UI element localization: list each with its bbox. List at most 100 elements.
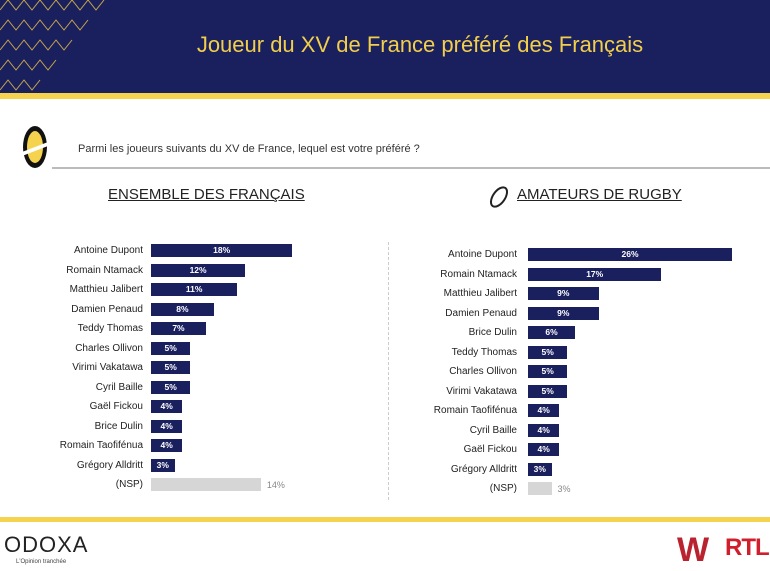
bar-value: 3%	[156, 459, 169, 470]
bar: 18%	[151, 244, 293, 257]
bar: 4%	[151, 400, 183, 413]
bar-row: Virimi Vakatawa 5%	[0, 361, 380, 375]
bar-label: Grégory Alldritt	[76, 459, 143, 471]
bar-row: Romain Taofifénua 4%	[0, 439, 380, 453]
bar-label: Romain Ntamack	[440, 268, 517, 280]
bar-row: Damien Penaud 8%	[0, 302, 380, 317]
divider	[52, 167, 770, 169]
survey-question: Parmi les joueurs suivants du XV de Fran…	[78, 143, 420, 155]
chart-title-left: ENSEMBLE DES FRANÇAIS	[108, 186, 305, 203]
bar-row: Grégory Alldritt 3%	[388, 462, 768, 477]
bar-label: Cyril Baille	[469, 424, 517, 436]
bar: 12%	[151, 263, 246, 277]
bar-row: Gaël Fickou 4%	[388, 443, 768, 457]
bar-value: 9%	[557, 288, 570, 298]
bar: 6%	[528, 326, 576, 339]
bar: 17%	[528, 267, 662, 281]
bar: 5%	[528, 345, 568, 359]
bar-value: 18%	[213, 245, 231, 255]
bar-label: Damien Penaud	[445, 307, 517, 319]
bar-value: 5%	[541, 346, 554, 357]
bar: 4%	[151, 439, 183, 452]
header-accent-bar	[0, 93, 770, 99]
bar-value: 11%	[185, 284, 203, 294]
bar-row: Teddy Thomas 5%	[388, 345, 768, 360]
bar-value: 5%	[164, 342, 177, 353]
bar: 5%	[528, 384, 568, 398]
bar-value: 4%	[537, 424, 550, 435]
bar-label: Charles Ollivon	[449, 366, 517, 377]
bar: 4%	[151, 419, 183, 433]
winamax-logo: W	[677, 531, 710, 569]
bar-value: 6%	[545, 327, 558, 337]
bar-value: 4%	[160, 440, 173, 450]
page-title: Joueur du XV de France préféré des Franç…	[196, 32, 644, 57]
bar-label: Cyril Baille	[95, 381, 143, 393]
bar-value: 5%	[541, 366, 554, 376]
bar-value: 26%	[621, 249, 639, 259]
bar-row: Grégory Alldritt 3%	[0, 458, 380, 473]
bar-value: 17%	[586, 268, 604, 279]
rugby-ball-icon	[490, 186, 508, 208]
bar-label: Matthieu Jalibert	[443, 288, 517, 299]
odoxa-tagline: L'Opinion tranchée	[16, 559, 67, 565]
odoxa-logo: ODOXA	[4, 532, 89, 557]
bar-label: (NSP)	[489, 483, 517, 494]
bar-value: 14%	[266, 480, 285, 490]
bar-row: Matthieu Jalibert 9%	[388, 287, 768, 301]
bar: 5%	[151, 341, 191, 355]
bar-row: (NSP) 3%	[388, 482, 768, 496]
footer-accent-bar	[0, 517, 770, 522]
bar-label: Gaël Fickou	[463, 444, 517, 455]
bar: 5%	[528, 365, 568, 378]
bar: 26%	[528, 248, 733, 261]
chart-title-right: AMATEURS DE RUGBY	[517, 186, 682, 203]
bar-row: Brice Dulin 4%	[0, 419, 380, 434]
bar-label: Grégory Alldritt	[450, 463, 517, 475]
bar-label: Brice Dulin	[468, 327, 517, 338]
bar-row: Teddy Thomas 7%	[0, 322, 380, 336]
bar-label: Virimi Vakatawa	[72, 362, 143, 373]
bar-row: Charles Ollivon 5%	[388, 365, 768, 379]
odoxa-icon	[22, 126, 48, 168]
bar	[528, 482, 552, 495]
bar-label: Romain Taofifénua	[59, 440, 143, 451]
bar-value: 9%	[557, 307, 570, 318]
bar-label: Teddy Thomas	[451, 346, 517, 358]
bar: 4%	[528, 404, 560, 417]
bar-row: Matthieu Jalibert 11%	[0, 283, 380, 297]
bar: 8%	[151, 302, 214, 316]
bar-row: Antoine Dupont 18%	[0, 244, 380, 258]
bar: 5%	[151, 361, 191, 374]
bar-value: 4%	[537, 405, 550, 415]
bar-label: Teddy Thomas	[77, 323, 143, 334]
bar-row: Cyril Baille 5%	[0, 380, 380, 395]
bar-label: Gaël Fickou	[89, 401, 143, 412]
chevron-pattern	[0, 0, 110, 93]
bar: 11%	[151, 283, 238, 296]
bar-value: 8%	[176, 303, 189, 314]
bar-label: Charles Ollivon	[75, 342, 143, 354]
rtl-logo: RTL	[725, 534, 770, 561]
bar-row: Charles Ollivon 5%	[0, 341, 380, 356]
bar-label: Romain Ntamack	[66, 264, 143, 276]
bar-value: 4%	[160, 401, 173, 411]
bar-row: Damien Penaud 9%	[388, 306, 768, 321]
bar-label: Damien Penaud	[71, 303, 143, 315]
bar: 7%	[151, 322, 206, 335]
bar-value: 12%	[189, 264, 207, 275]
bar-value: 4%	[160, 420, 173, 431]
bar: 3%	[528, 462, 552, 476]
bar-row: Romain Ntamack 12%	[0, 263, 380, 278]
bar-label: Antoine Dupont	[74, 245, 143, 256]
bar-row: Cyril Baille 4%	[388, 423, 768, 438]
bar: 9%	[528, 287, 599, 300]
bar-row: (NSP) 14%	[0, 478, 380, 492]
bar-value: 3%	[533, 463, 546, 474]
bar-row: Virimi Vakatawa 5%	[388, 384, 768, 399]
bar-value: 5%	[164, 362, 177, 372]
bar-row: Brice Dulin 6%	[388, 326, 768, 340]
header-banner: Joueur du XV de France préféré des Franç…	[0, 0, 770, 93]
bar-row: Romain Ntamack 17%	[388, 267, 768, 282]
bar-label: (NSP)	[115, 479, 143, 490]
